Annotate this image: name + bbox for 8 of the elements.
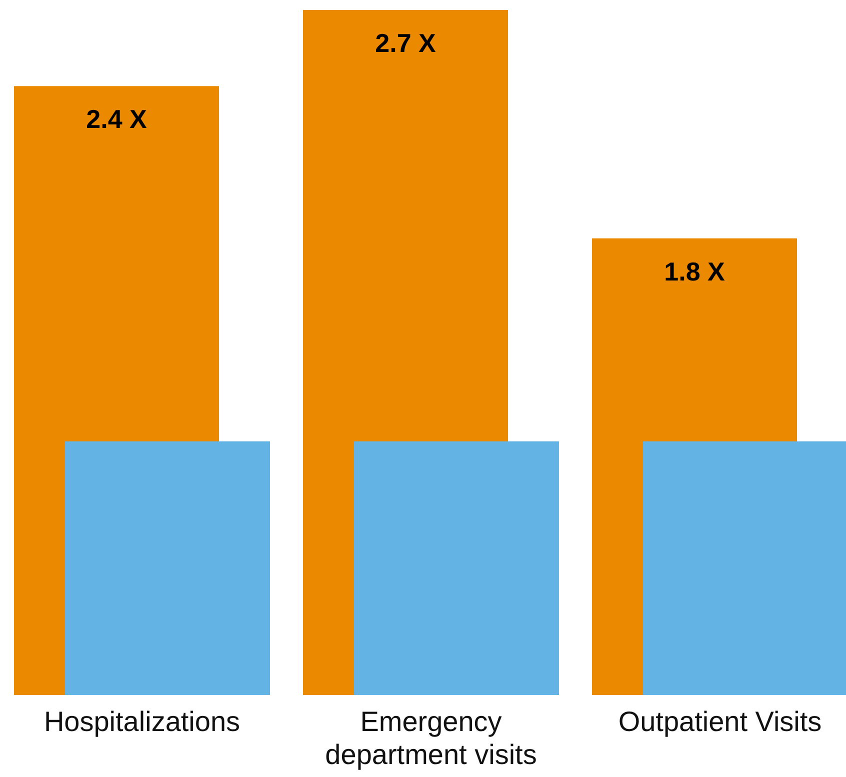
x-tick-label: Outpatient Visits xyxy=(618,706,822,737)
data-label: 1.8 X xyxy=(664,256,726,286)
bar xyxy=(354,441,559,695)
x-tick-label: Hospitalizations xyxy=(44,706,240,737)
data-label: 2.4 X xyxy=(86,104,148,134)
bar xyxy=(65,441,270,695)
data-label: 2.7 X xyxy=(375,28,437,58)
x-tick-label: Emergency department visits xyxy=(325,706,537,770)
